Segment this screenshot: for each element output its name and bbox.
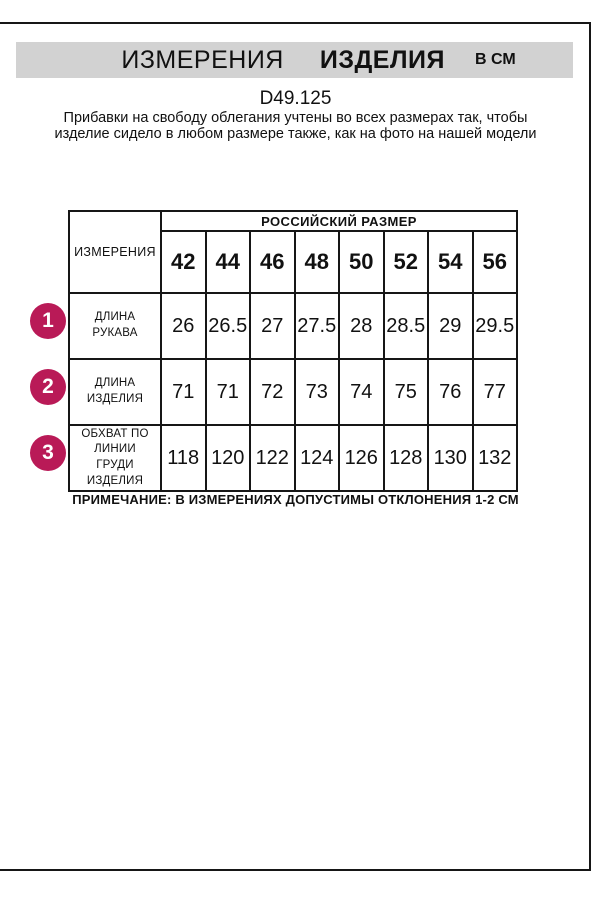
value-cell: 77	[471, 358, 518, 426]
row-label-sleeve-length: ДЛИНА РУКАВА	[68, 292, 162, 360]
title-unit-cm: В СМ	[474, 51, 516, 68]
row-number-badge-2: 2	[30, 369, 66, 405]
size-table-wrap: ИЗМЕРЕНИЯ РОССИЙСКИЙ РАЗМЕР 42 44 46 48 …	[68, 210, 518, 492]
row-number-badge-3: 3	[30, 435, 66, 471]
value-cell: 28	[338, 292, 385, 360]
value-cell: 132	[471, 424, 518, 492]
size-header-cell: 56	[471, 230, 518, 294]
table-row-sizes: 42 44 46 48 50 52 54 56	[69, 230, 518, 294]
value-cell: 75	[382, 358, 429, 426]
table-row-size-group: ИЗМЕРЕНИЯ РОССИЙСКИЙ РАЗМЕР	[68, 210, 518, 294]
table-row-sleeve-length: ДЛИНА РУКАВА 26 26.5 27 27.5 28 28.5 29 …	[68, 292, 518, 360]
size-header-cell: 52	[382, 230, 429, 294]
size-header-cell: 44	[204, 230, 251, 294]
value-cell: 71	[160, 358, 207, 426]
row-label-chest-girth: ОБХВАТ ПО ЛИНИИ ГРУДИ ИЗДЕЛИЯ	[68, 424, 162, 492]
value-cell: 122	[249, 424, 296, 492]
value-cell: 128	[382, 424, 429, 492]
row-number-badge-1: 1	[30, 303, 66, 339]
value-cell: 120	[204, 424, 251, 492]
size-header-cell: 48	[293, 230, 340, 294]
measurements-corner-cell: ИЗМЕРЕНИЯ	[68, 210, 162, 294]
value-cell: 130	[427, 424, 474, 492]
value-cell: 124	[293, 424, 340, 492]
table-row-chest-girth: ОБХВАТ ПО ЛИНИИ ГРУДИ ИЗДЕЛИЯ 118 120 12…	[68, 424, 518, 492]
value-cell: 28.5	[382, 292, 429, 360]
size-header-cell: 50	[338, 230, 385, 294]
value-cell: 76	[427, 358, 474, 426]
table-row-garment-length: ДЛИНА ИЗДЕЛИЯ 71 71 72 73 74 75 76 77	[68, 358, 518, 426]
size-header-cell: 42	[160, 230, 207, 294]
value-cell: 26	[160, 292, 207, 360]
size-header-cell: 46	[249, 230, 296, 294]
value-cell: 73	[293, 358, 340, 426]
value-cell: 29	[427, 292, 474, 360]
title-product: ИЗДЕЛИЯ	[319, 45, 445, 74]
tolerance-note: ПРИМЕЧАНИЕ: В ИЗМЕРЕНИЯХ ДОПУСТИМЫ ОТКЛО…	[72, 492, 519, 507]
value-cell: 29.5	[471, 292, 518, 360]
value-cell: 26.5	[204, 292, 251, 360]
value-cell: 126	[338, 424, 385, 492]
value-cell: 27	[249, 292, 296, 360]
value-cell: 74	[338, 358, 385, 426]
value-cell: 71	[204, 358, 251, 426]
row-label-garment-length: ДЛИНА ИЗДЕЛИЯ	[68, 358, 162, 426]
value-cell: 118	[160, 424, 207, 492]
russian-size-header-cell: РОССИЙСКИЙ РАЗМЕР	[160, 210, 518, 232]
size-table: ИЗМЕРЕНИЯ РОССИЙСКИЙ РАЗМЕР 42 44 46 48 …	[68, 210, 518, 492]
value-cell: 27.5	[293, 292, 340, 360]
size-header-cell: 54	[427, 230, 474, 294]
value-cell: 72	[249, 358, 296, 426]
title-bar: ИЗМЕРЕНИЯ ИЗДЕЛИЯ В СМ	[16, 42, 573, 78]
fit-description: Прибавки на свободу облегания учтены во …	[54, 110, 537, 142]
title-measurements: ИЗМЕРЕНИЯ	[121, 45, 284, 74]
product-code: D49.125	[259, 88, 332, 109]
